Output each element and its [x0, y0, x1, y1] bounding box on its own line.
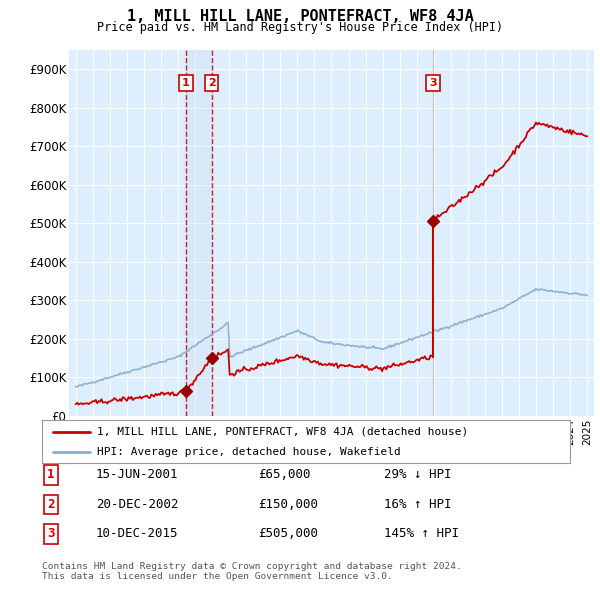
Text: 2: 2 — [47, 498, 55, 511]
Text: 15-JUN-2001: 15-JUN-2001 — [96, 468, 179, 481]
Text: 3: 3 — [429, 78, 437, 88]
Text: 16% ↑ HPI: 16% ↑ HPI — [384, 498, 452, 511]
Text: Price paid vs. HM Land Registry's House Price Index (HPI): Price paid vs. HM Land Registry's House … — [97, 21, 503, 34]
Text: 1: 1 — [182, 78, 190, 88]
Text: 3: 3 — [47, 527, 55, 540]
Text: 10-DEC-2015: 10-DEC-2015 — [96, 527, 179, 540]
Text: £505,000: £505,000 — [258, 527, 318, 540]
Text: 20-DEC-2002: 20-DEC-2002 — [96, 498, 179, 511]
Text: 145% ↑ HPI: 145% ↑ HPI — [384, 527, 459, 540]
Text: 1: 1 — [47, 468, 55, 481]
Text: £150,000: £150,000 — [258, 498, 318, 511]
Text: 2: 2 — [208, 78, 215, 88]
Text: 1, MILL HILL LANE, PONTEFRACT, WF8 4JA (detached house): 1, MILL HILL LANE, PONTEFRACT, WF8 4JA (… — [97, 427, 469, 437]
Text: HPI: Average price, detached house, Wakefield: HPI: Average price, detached house, Wake… — [97, 447, 401, 457]
Text: £65,000: £65,000 — [258, 468, 311, 481]
Text: 29% ↓ HPI: 29% ↓ HPI — [384, 468, 452, 481]
Bar — [186, 50, 212, 416]
Text: Contains HM Land Registry data © Crown copyright and database right 2024.
This d: Contains HM Land Registry data © Crown c… — [42, 562, 462, 581]
Text: 1, MILL HILL LANE, PONTEFRACT, WF8 4JA: 1, MILL HILL LANE, PONTEFRACT, WF8 4JA — [127, 9, 473, 24]
